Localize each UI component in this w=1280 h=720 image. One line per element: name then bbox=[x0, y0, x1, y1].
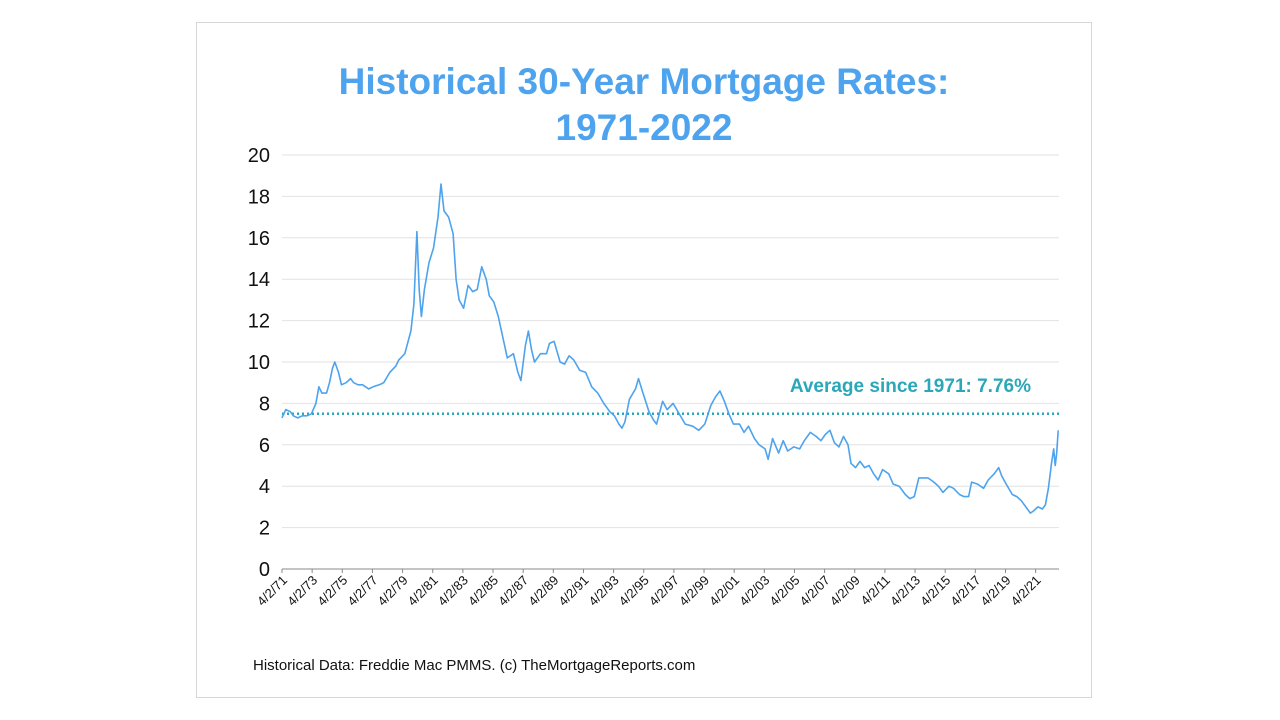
x-tick-label: 4/2/05 bbox=[766, 573, 802, 609]
gridlines bbox=[282, 154, 1059, 570]
x-tick-label: 4/2/79 bbox=[375, 573, 411, 609]
x-tick-label: 4/2/03 bbox=[736, 573, 772, 609]
x-tick-label: 4/2/17 bbox=[947, 573, 983, 609]
y-tick-label: 4 bbox=[259, 476, 270, 498]
y-tick-label: 14 bbox=[248, 269, 270, 291]
y-tick-label: 8 bbox=[259, 393, 270, 415]
average-label: Average since 1971: 7.76% bbox=[790, 376, 1031, 397]
y-tick-label: 12 bbox=[248, 311, 270, 333]
x-tick-label: 4/2/15 bbox=[917, 573, 953, 609]
x-tick-label: 4/2/07 bbox=[797, 573, 833, 609]
y-tick-label: 10 bbox=[248, 352, 270, 374]
y-tick-label: 6 bbox=[259, 435, 270, 457]
series-line-mortgage-rate bbox=[281, 183, 1059, 514]
x-tick-label: 4/2/87 bbox=[495, 573, 531, 609]
x-tick-label: 4/2/81 bbox=[405, 573, 441, 609]
x-tick-label: 4/2/89 bbox=[525, 573, 561, 609]
x-tick-label: 4/2/09 bbox=[827, 573, 863, 609]
x-tick-label: 4/2/11 bbox=[858, 573, 893, 608]
x-tick-label: 4/2/75 bbox=[314, 573, 350, 609]
x-tick-label: 4/2/99 bbox=[676, 573, 712, 609]
x-tick-label: 4/2/13 bbox=[887, 573, 923, 609]
chart-card: Historical 30-Year Mortgage Rates: 1971-… bbox=[196, 22, 1092, 698]
chart-title-line1: Historical 30-Year Mortgage Rates: bbox=[338, 61, 950, 102]
x-tick-label: 4/2/19 bbox=[977, 573, 1013, 609]
y-axis-ticks: 0 2 4 6 8 10 12 14 16 18 20 bbox=[248, 145, 270, 581]
y-tick-label: 2 bbox=[259, 518, 270, 540]
y-tick-label: 0 bbox=[259, 559, 270, 581]
x-tick-label: 4/2/73 bbox=[284, 573, 320, 609]
x-tick-label: 4/2/91 bbox=[555, 573, 591, 609]
y-tick-label: 20 bbox=[248, 145, 270, 167]
chart-title-line2: 1971-2022 bbox=[555, 107, 733, 148]
x-tick-label: 4/2/77 bbox=[344, 573, 380, 609]
line-chart: 0 2 4 6 8 10 12 14 16 18 20 4/2/714/2/734/2/754/2/… bbox=[248, 145, 1059, 609]
x-tick-label: 4/2/01 bbox=[706, 573, 742, 609]
y-tick-label: 18 bbox=[248, 186, 270, 208]
x-tick-label: 4/2/95 bbox=[616, 573, 652, 609]
x-tick-label: 4/2/21 bbox=[1008, 573, 1044, 609]
x-axis-ticks: 4/2/714/2/734/2/754/2/774/2/794/2/814/2/… bbox=[254, 569, 1044, 609]
chart-title: Historical 30-Year Mortgage Rates: 1971-… bbox=[197, 59, 1091, 151]
y-tick-label: 16 bbox=[248, 228, 270, 250]
x-tick-label: 4/2/97 bbox=[646, 573, 682, 609]
x-tick-label: 4/2/85 bbox=[465, 573, 501, 609]
x-tick-label: 4/2/93 bbox=[586, 573, 622, 609]
x-tick-label: 4/2/83 bbox=[435, 573, 471, 609]
source-note: Historical Data: Freddie Mac PMMS. (c) T… bbox=[253, 657, 696, 674]
